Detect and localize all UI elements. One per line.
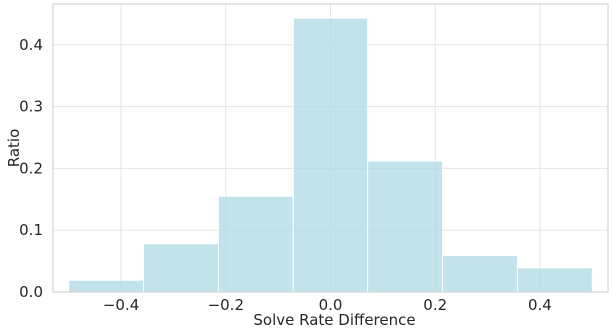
x-axis-label: Solve Rate Difference — [253, 311, 415, 328]
histogram-bar — [217, 195, 294, 293]
histogram-bar — [367, 160, 444, 293]
y-tick-labels: 0.0 0.1 0.2 0.3 0.4 — [19, 36, 43, 301]
x-tick-label: 0.0 — [319, 296, 343, 314]
x-tick-label: 0.4 — [528, 296, 552, 314]
y-tick-label: 0.0 — [19, 283, 43, 301]
histogram-bar — [292, 17, 369, 293]
x-tick-label: 0.2 — [423, 296, 447, 314]
bars — [68, 17, 593, 293]
x-tick-labels: −0.4 −0.2 0.0 0.2 0.4 — [103, 296, 552, 314]
x-tick-label: −0.4 — [103, 296, 139, 314]
x-tick-label: −0.2 — [208, 296, 244, 314]
y-tick-label: 0.2 — [19, 159, 43, 177]
y-tick-label: 0.1 — [19, 221, 43, 239]
y-tick-label: 0.4 — [19, 36, 43, 54]
plot-frame — [52, 3, 609, 293]
histogram-bar — [143, 243, 219, 293]
histogram-bar — [516, 267, 593, 293]
histogram-bar — [442, 255, 518, 293]
histogram-bar — [68, 279, 145, 293]
y-tick-label: 0.3 — [19, 98, 43, 116]
y-axis-label: Ratio — [5, 129, 23, 168]
